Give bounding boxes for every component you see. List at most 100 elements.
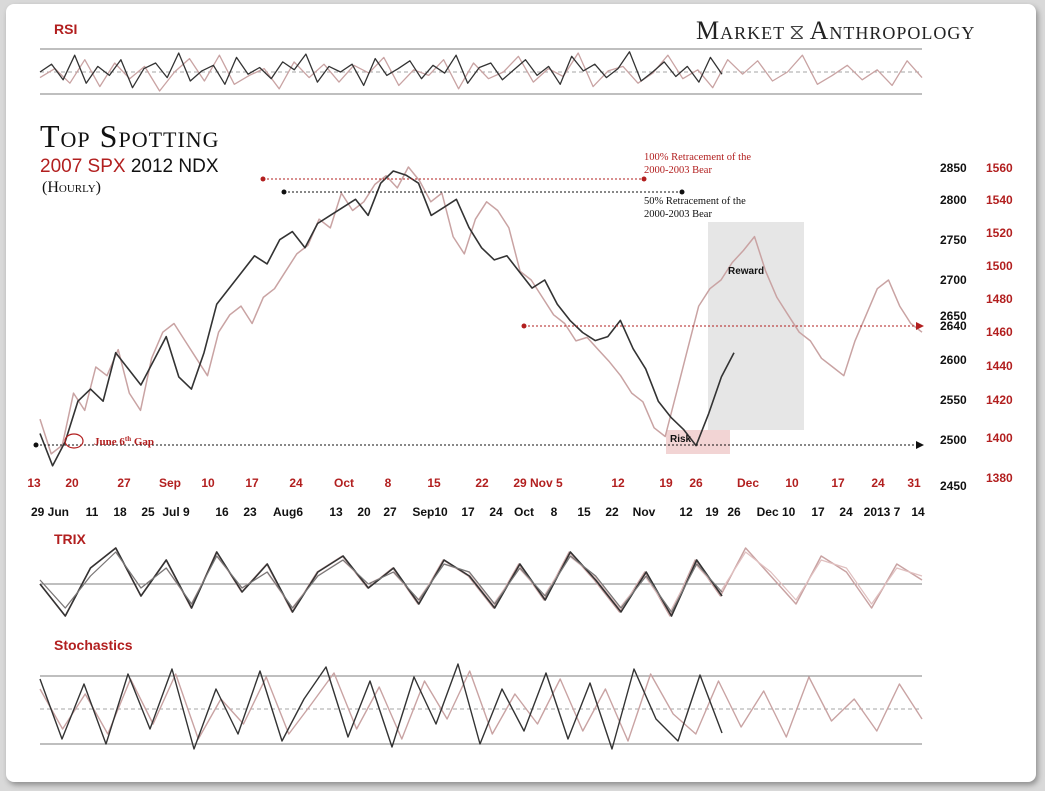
x-bottom-tick: Sep10: [412, 505, 448, 519]
chart-subtitle: 2007 SPX 2012 NDX: [40, 156, 219, 178]
subtitle-spx: 2007 SPX: [40, 156, 126, 177]
y-axis-right: 1560 1540 1520 1500 1480 1460 1440 1420 1400 1380: [986, 161, 1013, 485]
retrace-50-right-dot: [679, 189, 685, 195]
y-right-tick: 1560: [986, 161, 1013, 175]
x-bottom-tick: 15: [577, 505, 591, 519]
x-top-tick: 8: [385, 476, 392, 490]
stoch-series-group: [39, 663, 923, 750]
x-bottom-tick: 27: [383, 505, 397, 519]
y-left-tick: 2600: [940, 353, 967, 367]
y-left-tick: 2650: [940, 309, 967, 323]
y-left-tick: 2640: [940, 319, 967, 333]
x-top-tick: 22: [475, 476, 489, 490]
x-top-tick: 19: [659, 476, 673, 490]
y-left-tick: 2800: [940, 193, 967, 207]
rsi-panel: RSI: [39, 21, 923, 95]
trix-panel: TRIX: [39, 531, 923, 617]
trix-line-ndx-2: [39, 551, 723, 613]
retrace-100-right-dot: [641, 176, 647, 182]
rsi-line-spx: [39, 52, 923, 92]
x-top-tick: 26: [689, 476, 703, 490]
x-bottom-tick: 11: [86, 505, 99, 519]
x-bottom-tick: 18: [113, 505, 127, 519]
x-bottom-tick: Dec 10: [757, 505, 796, 519]
x-bottom-tick: 17: [461, 505, 475, 519]
gap-label: June 6th Gap: [94, 435, 154, 448]
x-axis-top: 13 20 27 Sep 10 17 24 Oct 8 15 22 29 Nov 5 12 19 26 Dec…: [27, 476, 921, 490]
y-right-tick: 1520: [986, 226, 1013, 240]
y-right-tick: 1540: [986, 193, 1013, 207]
stoch-line-ndx: [39, 663, 723, 750]
y-right-tick: 1420: [986, 393, 1013, 407]
dna-helix-icon: ⧖: [789, 19, 806, 44]
level-2640-arrow: [916, 322, 924, 330]
x-top-tick: 17: [831, 476, 845, 490]
trix-line-spx-2: [39, 551, 923, 613]
y-right-tick: 1400: [986, 431, 1013, 445]
gap-left-dot: [33, 442, 39, 448]
x-top-tick: Oct: [334, 476, 354, 490]
x-bottom-tick: 26: [727, 505, 741, 519]
retrace-50-left-dot: [281, 189, 287, 195]
stoch-line-spx: [39, 670, 923, 742]
trix-line-spx-1: [39, 547, 923, 617]
retrace-100-label-2: 2000-2003 Bear: [644, 165, 712, 176]
price-line-ndx: [39, 170, 735, 467]
subtitle-ndx: 2012 NDX: [130, 156, 219, 177]
y-right-tick: 1500: [986, 259, 1013, 273]
gap-arrow: [916, 441, 924, 449]
stochastics-panel: Stochastics: [39, 637, 923, 750]
retrace-50-label-2: 2000-2003 Bear: [644, 209, 712, 220]
x-axis-bottom: 29 Jun 11 18 25 Jul 9 16 23 Aug6 13 20 27 Sep10 17 24…: [31, 505, 925, 519]
x-bottom-tick: 14: [911, 505, 925, 519]
x-top-tick: 27: [117, 476, 131, 490]
trix-series-group: [39, 547, 923, 617]
price-series-group: [39, 166, 923, 467]
x-bottom-tick: Nov: [633, 505, 656, 519]
stochastics-title: Stochastics: [54, 637, 133, 653]
y-left-tick: 2700: [940, 273, 967, 287]
y-right-tick: 1380: [986, 471, 1013, 485]
x-top-tick: 10: [201, 476, 215, 490]
brand-logo: Market ⧖ Anthropology: [696, 16, 975, 46]
x-bottom-tick: 23: [243, 505, 257, 519]
x-bottom-tick: 16: [215, 505, 229, 519]
trix-title: TRIX: [54, 531, 87, 547]
x-bottom-tick: 17: [811, 505, 825, 519]
y-right-tick: 1460: [986, 325, 1013, 339]
x-top-tick: 15: [427, 476, 441, 490]
x-bottom-tick: 24: [839, 505, 853, 519]
chart-canvas: RSI 100% Retracement of the: [27, 21, 1013, 750]
x-top-tick: 10: [785, 476, 799, 490]
x-top-tick: Sep: [159, 476, 181, 490]
x-bottom-tick: 22: [605, 505, 619, 519]
x-top-tick: 17: [245, 476, 259, 490]
y-left-tick: 2450: [940, 479, 967, 493]
x-top-tick: 29 Nov 5: [513, 476, 563, 490]
x-bottom-tick: Jul 9: [162, 505, 190, 519]
x-top-tick: 31: [907, 476, 921, 490]
retrace-100-left-dot: [260, 176, 266, 182]
gap-circle: [64, 433, 84, 449]
brand-right: Anthropology: [809, 16, 976, 45]
price-line-spx: [39, 166, 923, 455]
y-left-tick: 2500: [940, 433, 967, 447]
x-bottom-tick: 25: [141, 505, 155, 519]
retrace-50-label-1: 50% Retracement of the: [644, 196, 746, 207]
y-left-tick: 2850: [940, 161, 967, 175]
chart-timeframe: (Hourly): [42, 179, 101, 196]
brand-left: Market: [696, 16, 786, 45]
x-bottom-tick: 12: [679, 505, 693, 519]
x-top-tick: 24: [289, 476, 303, 490]
x-bottom-tick: Aug6: [273, 505, 303, 519]
y-left-tick: 2550: [940, 393, 967, 407]
risk-label: Risk: [670, 434, 692, 445]
y-right-tick: 1440: [986, 359, 1013, 373]
x-bottom-tick: 19: [705, 505, 719, 519]
x-bottom-tick: 8: [551, 505, 558, 519]
x-bottom-tick: 13: [329, 505, 343, 519]
level-2640-dot: [521, 323, 527, 329]
x-top-tick: 13: [27, 476, 41, 490]
x-top-tick: 12: [611, 476, 625, 490]
